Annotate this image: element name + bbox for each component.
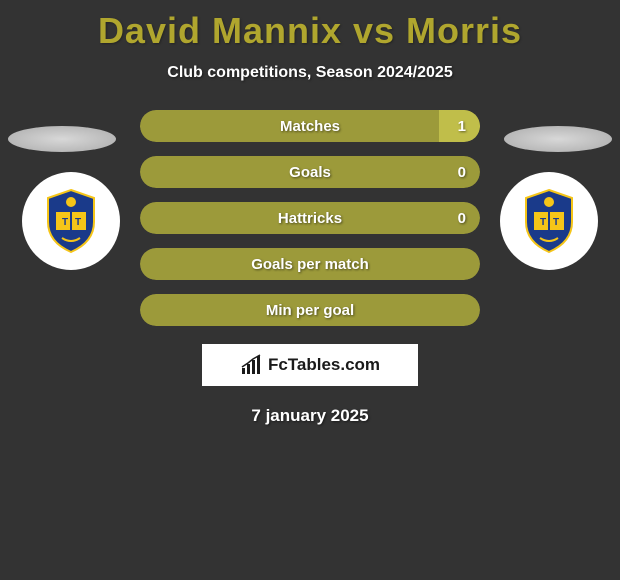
stat-label: Matches <box>280 118 340 135</box>
svg-text:T: T <box>75 217 81 228</box>
stat-label: Goals <box>289 164 331 181</box>
stat-row-goals-per-match: Goals per match <box>140 248 480 280</box>
svg-text:T: T <box>62 217 68 228</box>
brand-attribution: FcTables.com <box>202 344 418 386</box>
stat-label: Hattricks <box>278 210 342 227</box>
stat-label: Goals per match <box>251 256 369 273</box>
stat-right-value: 0 <box>458 210 466 227</box>
player-left-avatar-placeholder <box>8 126 116 152</box>
shield-icon: T T <box>42 188 100 254</box>
stat-label: Min per goal <box>266 302 354 319</box>
date-text: 7 january 2025 <box>0 406 620 426</box>
stat-row-matches: Matches 1 <box>140 110 480 142</box>
stat-right-value: 1 <box>458 118 466 135</box>
stat-right-value: 0 <box>458 164 466 181</box>
comparison-subtitle: Club competitions, Season 2024/2025 <box>0 64 620 82</box>
player-right-avatar-placeholder <box>504 126 612 152</box>
chart-icon <box>240 354 262 376</box>
club-badge-right: T T <box>500 172 598 270</box>
club-badge-left: T T <box>22 172 120 270</box>
stat-row-min-per-goal: Min per goal <box>140 294 480 326</box>
shield-icon: T T <box>520 188 578 254</box>
brand-text: FcTables.com <box>268 355 380 375</box>
stat-row-goals: Goals 0 <box>140 156 480 188</box>
comparison-title: David Mannix vs Morris <box>0 0 620 52</box>
svg-text:T: T <box>540 217 546 228</box>
stat-row-hattricks: Hattricks 0 <box>140 202 480 234</box>
svg-text:T: T <box>553 217 559 228</box>
